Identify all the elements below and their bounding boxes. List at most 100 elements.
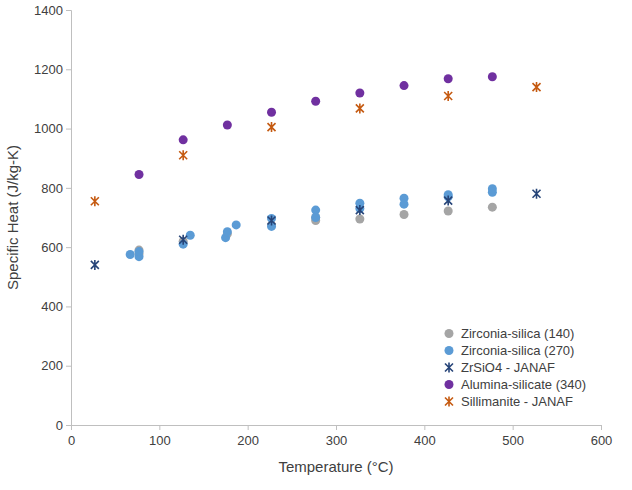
y-tick: 600	[41, 240, 71, 255]
y-tick-mark	[66, 247, 71, 248]
x-tick-mark	[513, 425, 514, 430]
y-tick-label: 800	[41, 181, 63, 196]
point	[533, 189, 541, 199]
point	[179, 235, 187, 245]
x-tick-mark	[601, 425, 602, 430]
point-group	[311, 213, 320, 222]
x-tick-mark	[424, 425, 425, 430]
y-tick: 1000	[34, 121, 71, 136]
point	[91, 196, 99, 206]
legend-marker-group	[445, 380, 454, 389]
point	[223, 227, 232, 236]
legend-label: Zirconia-silica (140)	[461, 326, 574, 341]
point-group	[223, 227, 232, 236]
point-group	[400, 210, 409, 219]
point-group	[444, 91, 452, 101]
x-tick-mark	[336, 425, 337, 430]
points	[91, 72, 541, 270]
x-tick: 400	[414, 425, 436, 448]
point	[444, 206, 453, 215]
legend-label: Zirconia-silica (270)	[461, 343, 574, 358]
x-tick-label: 400	[414, 433, 436, 448]
x-tick-label: 200	[237, 433, 259, 448]
y-tick: 400	[41, 299, 71, 314]
y-tick-label: 1200	[34, 62, 63, 77]
point-group	[311, 97, 320, 106]
y-tick-mark	[66, 366, 71, 367]
point-group	[268, 122, 276, 132]
point-group	[311, 213, 320, 222]
legend-label: Sillimanite - JANAF	[461, 394, 573, 409]
series	[126, 184, 497, 261]
y-tick-mark	[66, 188, 71, 189]
y-tick: 0	[56, 418, 71, 433]
x-tick-label: 500	[502, 433, 524, 448]
point	[135, 247, 144, 256]
legend-marker-group	[445, 363, 453, 373]
y-tick-mark	[66, 69, 71, 70]
point	[355, 214, 364, 223]
point	[126, 250, 135, 259]
x-tick: 0	[68, 425, 75, 448]
point	[444, 196, 452, 206]
legend-label: Alumina-silicate (340)	[461, 377, 586, 392]
point	[444, 91, 452, 101]
legend-marker-group	[445, 346, 454, 355]
point	[488, 203, 497, 212]
legend-label: ZrSiO4 - JANAF	[461, 360, 555, 375]
legend-marker	[445, 346, 454, 355]
point-group	[533, 82, 541, 92]
x-tick-label: 600	[591, 433, 613, 448]
legend-entry: Zirconia-silica (140)	[445, 326, 575, 341]
point	[179, 150, 187, 160]
point	[488, 72, 497, 81]
y-tick-mark	[66, 10, 71, 11]
point-group	[488, 203, 497, 212]
series	[135, 203, 497, 259]
point	[311, 213, 320, 222]
point-group	[533, 189, 541, 199]
y-tick-label: 1400	[34, 3, 63, 18]
point-group	[268, 215, 276, 225]
point	[91, 260, 99, 270]
point	[268, 215, 276, 225]
point-group	[91, 260, 99, 270]
y-tick-label: 600	[41, 240, 63, 255]
point	[488, 188, 497, 197]
legend-entry: Zirconia-silica (270)	[445, 343, 575, 358]
y-tick-label: 400	[41, 299, 63, 314]
x-tick-label: 0	[68, 433, 75, 448]
point	[533, 82, 541, 92]
x-tick-mark	[159, 425, 160, 430]
y-tick: 200	[41, 358, 71, 373]
point-group	[179, 135, 188, 144]
point	[400, 210, 409, 219]
plot: 0100200300400500600020040060080010001200…	[34, 3, 612, 448]
point	[135, 170, 144, 179]
y-tick: 1200	[34, 62, 71, 77]
legend-entry: Sillimanite - JANAF	[445, 394, 573, 409]
legend-marker	[445, 363, 453, 373]
point-group	[400, 81, 409, 90]
point-group	[488, 72, 497, 81]
point-group	[356, 205, 364, 215]
legend-marker-group	[445, 329, 454, 338]
x-tick: 200	[237, 425, 259, 448]
y-tick-label: 0	[56, 418, 63, 433]
x-tick-mark	[248, 425, 249, 430]
point-group	[179, 150, 187, 160]
point-group	[355, 214, 364, 223]
point	[311, 213, 320, 222]
x-axis: 0100200300400500600	[68, 425, 612, 448]
point-group	[356, 103, 364, 113]
point	[444, 74, 453, 83]
point	[400, 200, 409, 209]
y-axis: 0 200 400 600 800 1000 1200 1400	[34, 3, 71, 433]
point	[311, 97, 320, 106]
point-group	[179, 235, 187, 245]
y-tick-mark	[66, 425, 71, 426]
y-tick: 1400	[34, 3, 71, 18]
series	[91, 189, 541, 270]
y-axis-title: Specific Heat (J/kg-K)	[4, 145, 21, 290]
point-group	[444, 196, 452, 206]
